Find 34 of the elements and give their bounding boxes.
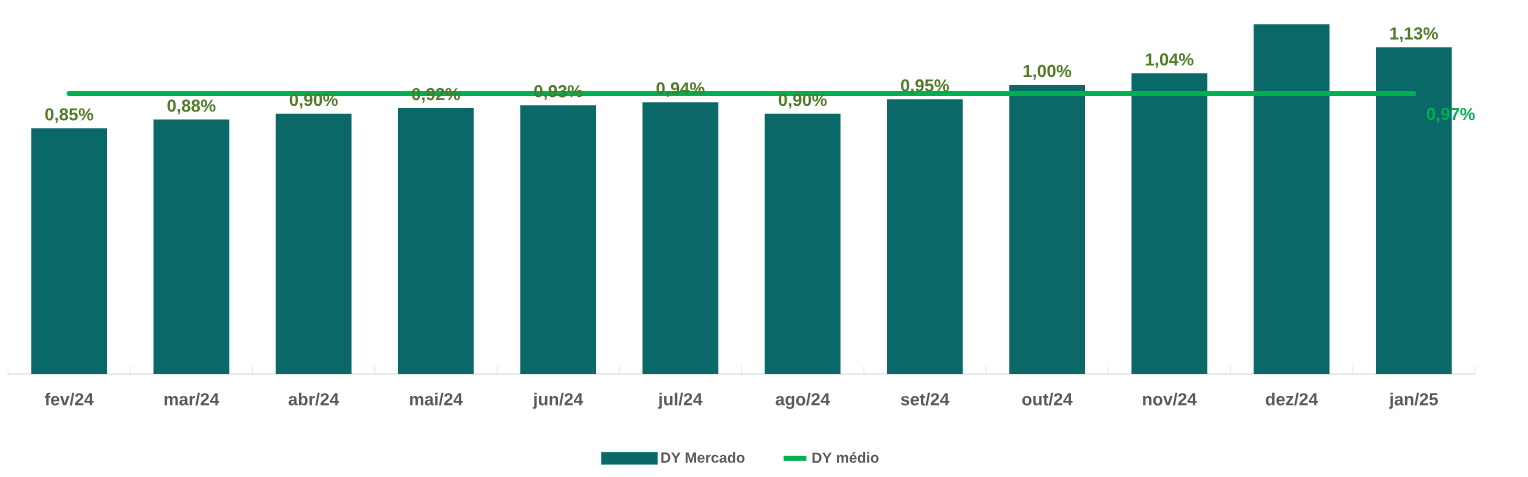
- bar: [642, 102, 719, 374]
- x-tick-label: nov/24: [1143, 392, 1197, 406]
- bar: [520, 105, 597, 374]
- x-tick-label: jun/24: [532, 392, 584, 409]
- legend-label: DY médio: [812, 451, 879, 463]
- x-tick-label: fev/24: [44, 392, 94, 406]
- data-label: 1,00%: [1023, 64, 1072, 80]
- data-label: 0,85%: [45, 108, 94, 124]
- x-tick-label: jul/24: [657, 392, 703, 409]
- legend-label: DY Mercado: [661, 452, 745, 463]
- data-label: 0,90%: [289, 93, 338, 109]
- bar: [397, 108, 474, 374]
- x-tick-label: jan/25: [1389, 392, 1438, 409]
- x-tick-label: dez/24: [1265, 392, 1319, 406]
- bar: [1131, 73, 1208, 374]
- bar: [275, 113, 352, 374]
- x-tick-label: ago/24: [775, 392, 830, 409]
- data-label: 0,90%: [778, 93, 827, 109]
- bar: [1009, 84, 1086, 374]
- bar: [31, 128, 108, 374]
- data-label: 0,95%: [900, 79, 949, 95]
- x-tick-label: out/24: [1022, 392, 1073, 406]
- bar: [153, 119, 230, 374]
- data-label: 0,88%: [167, 99, 216, 115]
- bar: [1253, 24, 1330, 374]
- data-label: 1,04%: [1145, 53, 1194, 69]
- x-tick-label: abr/24: [288, 392, 340, 406]
- bar: [886, 99, 963, 374]
- data-label: 0,92%: [412, 87, 460, 103]
- x-tick-label: set/24: [900, 392, 950, 406]
- bar: [764, 113, 841, 374]
- x-tick-label: mai/24: [410, 392, 463, 406]
- x-tick-label: mar/24: [164, 392, 220, 406]
- data-label: 1,13%: [1390, 27, 1438, 43]
